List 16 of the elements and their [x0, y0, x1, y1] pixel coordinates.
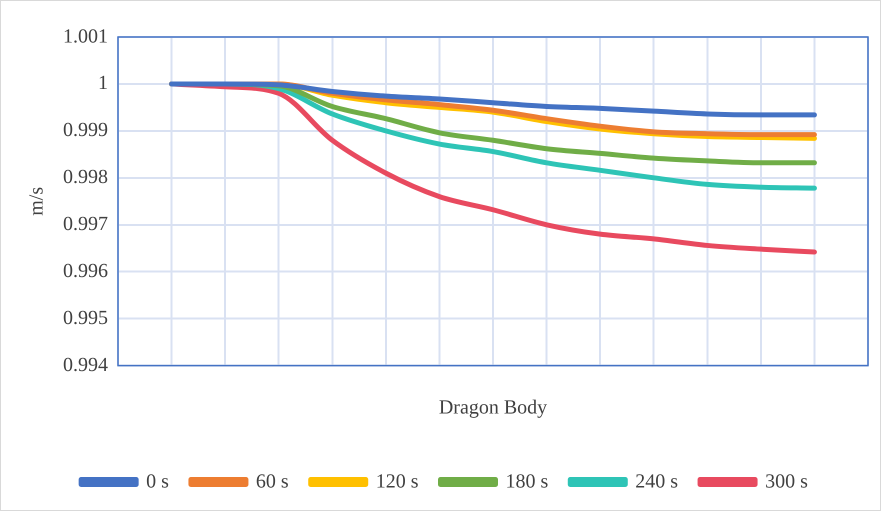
y-tick-label: 0.996 [63, 260, 108, 282]
y-tick-label: 0.999 [63, 119, 108, 142]
legend-label: 60 s [256, 470, 289, 492]
y-axis-title: m/s [25, 186, 48, 216]
y-tick-label: 1.001 [63, 25, 108, 48]
y-tick-label: 0.995 [63, 306, 108, 329]
legend-label: 180 s [506, 470, 548, 492]
legend-label: 0 s [146, 470, 170, 492]
y-tick-label: 0.994 [63, 354, 108, 376]
y-tick-label: 1 [98, 72, 108, 94]
x-axis-title: Dragon Body [438, 396, 548, 418]
legend-label: 300 s [765, 470, 808, 492]
y-tick-label: 0.997 [63, 213, 108, 236]
legend-label: 240 s [635, 470, 678, 492]
legend-label: 120 s [376, 470, 419, 492]
y-tick-label: 0.998 [63, 166, 108, 188]
